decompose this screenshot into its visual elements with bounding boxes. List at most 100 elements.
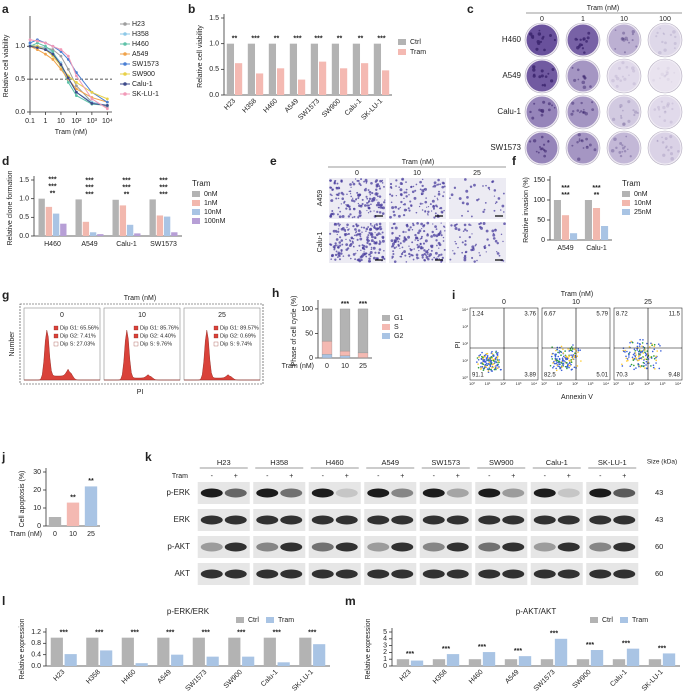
y-tick-label: 10⁴ — [462, 307, 468, 312]
cell — [341, 215, 345, 218]
event — [551, 358, 554, 360]
event — [558, 351, 561, 354]
colony — [589, 85, 592, 88]
event — [552, 352, 554, 355]
y-tick-label: 100 — [301, 306, 313, 313]
colony — [582, 111, 585, 114]
significance: *** — [85, 177, 93, 184]
y-axis-label: Relative clone formation — [7, 170, 14, 245]
cell — [329, 215, 333, 218]
cell — [335, 229, 337, 232]
x-tick-label: 10 — [69, 531, 77, 538]
cell — [408, 252, 411, 256]
event — [638, 353, 641, 355]
event — [642, 356, 644, 358]
cell — [375, 242, 377, 244]
legend-marker — [123, 42, 127, 46]
event — [571, 346, 573, 348]
colony — [621, 150, 624, 153]
bar — [247, 43, 256, 95]
cell — [368, 257, 371, 261]
cell — [357, 197, 360, 200]
band — [200, 488, 223, 498]
cell — [394, 239, 397, 243]
colony — [547, 139, 550, 142]
blot — [197, 536, 250, 558]
cell — [398, 186, 400, 188]
cell — [476, 198, 479, 202]
legend-swatch — [192, 200, 200, 206]
bar — [82, 221, 90, 236]
cell — [438, 247, 440, 249]
band — [589, 542, 612, 552]
event — [625, 357, 628, 360]
event — [645, 354, 647, 357]
event — [568, 355, 571, 357]
significance: *** — [308, 630, 316, 637]
event — [495, 365, 497, 367]
colony — [667, 148, 670, 152]
cell — [351, 216, 354, 219]
treatment: + — [622, 473, 626, 480]
cell — [402, 203, 405, 206]
cell — [356, 191, 359, 194]
quadrant-value: 82.5 — [544, 373, 556, 379]
point — [105, 107, 109, 111]
event — [561, 365, 564, 368]
cell — [430, 249, 433, 252]
colony — [663, 119, 667, 122]
band — [200, 515, 223, 525]
cell — [434, 195, 436, 198]
colony — [656, 31, 659, 35]
event — [638, 365, 640, 368]
colony — [652, 78, 655, 82]
significance: *** — [159, 177, 167, 184]
cell — [400, 252, 404, 256]
point — [75, 84, 78, 88]
treatment: - — [544, 473, 547, 480]
colony — [665, 70, 669, 74]
colony — [658, 77, 661, 80]
cell — [436, 184, 438, 186]
colony — [613, 137, 617, 141]
panel-label: j — [1, 450, 5, 464]
cell — [356, 258, 360, 262]
event — [635, 357, 638, 360]
colony — [529, 140, 532, 143]
cell — [407, 207, 410, 210]
bar-segment — [339, 355, 351, 359]
colony — [656, 140, 659, 143]
cell — [499, 209, 502, 211]
legend-label: SW900 — [132, 71, 155, 78]
blot — [530, 509, 583, 531]
band — [391, 569, 414, 579]
x-tick-label: Calu-1 — [609, 669, 629, 689]
colony — [666, 102, 670, 106]
cell — [436, 197, 438, 199]
event — [632, 359, 635, 361]
treatment: + — [345, 473, 349, 480]
event — [477, 358, 480, 361]
frame — [19, 303, 264, 385]
bar — [352, 43, 361, 95]
cell — [503, 222, 506, 226]
colony — [627, 100, 631, 104]
event — [556, 361, 558, 364]
cell — [434, 225, 437, 228]
event — [498, 366, 500, 368]
cell — [405, 261, 408, 263]
significance: *** — [122, 185, 130, 192]
cell — [366, 238, 369, 241]
colony — [634, 110, 638, 114]
size-value: 43 — [655, 488, 663, 497]
legend-title: Tram — [192, 179, 211, 188]
cell — [426, 251, 429, 254]
quadrant-value: 8.72 — [616, 312, 628, 318]
event — [650, 342, 652, 345]
significance: *** — [95, 630, 103, 637]
event — [642, 345, 645, 348]
colony — [553, 38, 556, 42]
event — [646, 367, 648, 370]
event — [492, 354, 494, 357]
cell — [378, 225, 382, 229]
